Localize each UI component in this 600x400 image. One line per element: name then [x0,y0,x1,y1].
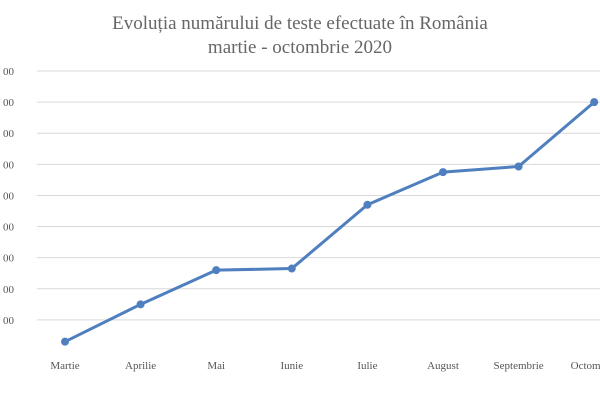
x-tick-label: Martie [50,360,79,372]
y-tick-label: 00 [3,190,15,202]
chart-subtitle: martie - octombrie 2020 [207,37,393,58]
y-tick-label: 00 [3,97,15,109]
y-tick-label: 00 [3,284,15,296]
y-tick-label: 00 [3,128,15,140]
x-tick-label: Septembrie [494,360,544,372]
y-tick-label: 00 [3,253,15,265]
x-tick-label: Aprilie [125,360,156,372]
x-tick-label: Mai [207,360,225,372]
data-point [363,200,372,209]
data-point [61,337,69,346]
series-line [63,100,596,344]
data-point [136,300,145,309]
data-point [590,98,599,107]
data-point [514,162,523,171]
y-tick-label: 00 [3,315,15,327]
data-point [287,264,296,273]
chart-title: Evoluția numărului de teste efectuate în… [112,13,488,34]
x-tick-label: August [427,360,459,372]
data-point [212,266,221,275]
data-point [439,168,447,177]
x-tick-label: Iunie [280,360,303,372]
y-tick-label: 00 [3,159,15,171]
y-tick-label: 00 [3,222,15,234]
y-tick-label: 00 [3,66,15,78]
x-tick-label: Octombrie [571,360,600,372]
x-tick-label: Iulie [357,360,377,372]
